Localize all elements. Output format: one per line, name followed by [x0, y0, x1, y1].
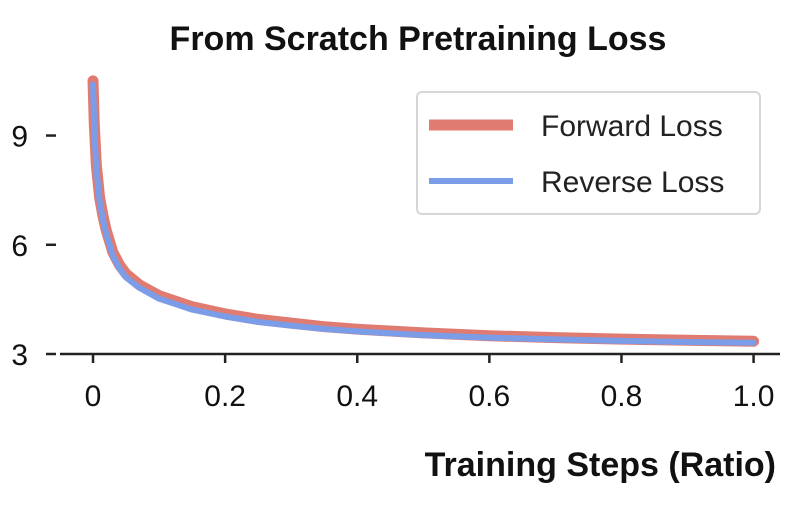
x-tick-label: 0.2: [204, 380, 246, 413]
legend: Forward Loss Reverse Loss: [416, 91, 761, 215]
y-tick-label: 3: [11, 339, 28, 372]
legend-label: Forward Loss: [541, 110, 723, 143]
x-tick-label: 1.0: [733, 380, 775, 413]
x-tick-label: 0.8: [601, 380, 643, 413]
y-tick-label: 9: [11, 121, 28, 154]
series-lines: [87, 75, 760, 347]
chart-title: From Scratch Pretraining Loss: [170, 20, 667, 58]
x-axis-label: Training Steps (Ratio): [425, 446, 776, 484]
series-line-reverse-loss: [90, 81, 757, 346]
x-tick-label: 0: [85, 380, 102, 413]
axes: 0 0.2 0.4 0.6 0.8 1.0 3 6 9: [11, 121, 780, 413]
legend-label: Reverse Loss: [541, 166, 724, 199]
x-tick-label: 0.4: [336, 380, 378, 413]
y-tick-label: 6: [11, 230, 28, 263]
x-tick-label: 0.6: [468, 380, 510, 413]
